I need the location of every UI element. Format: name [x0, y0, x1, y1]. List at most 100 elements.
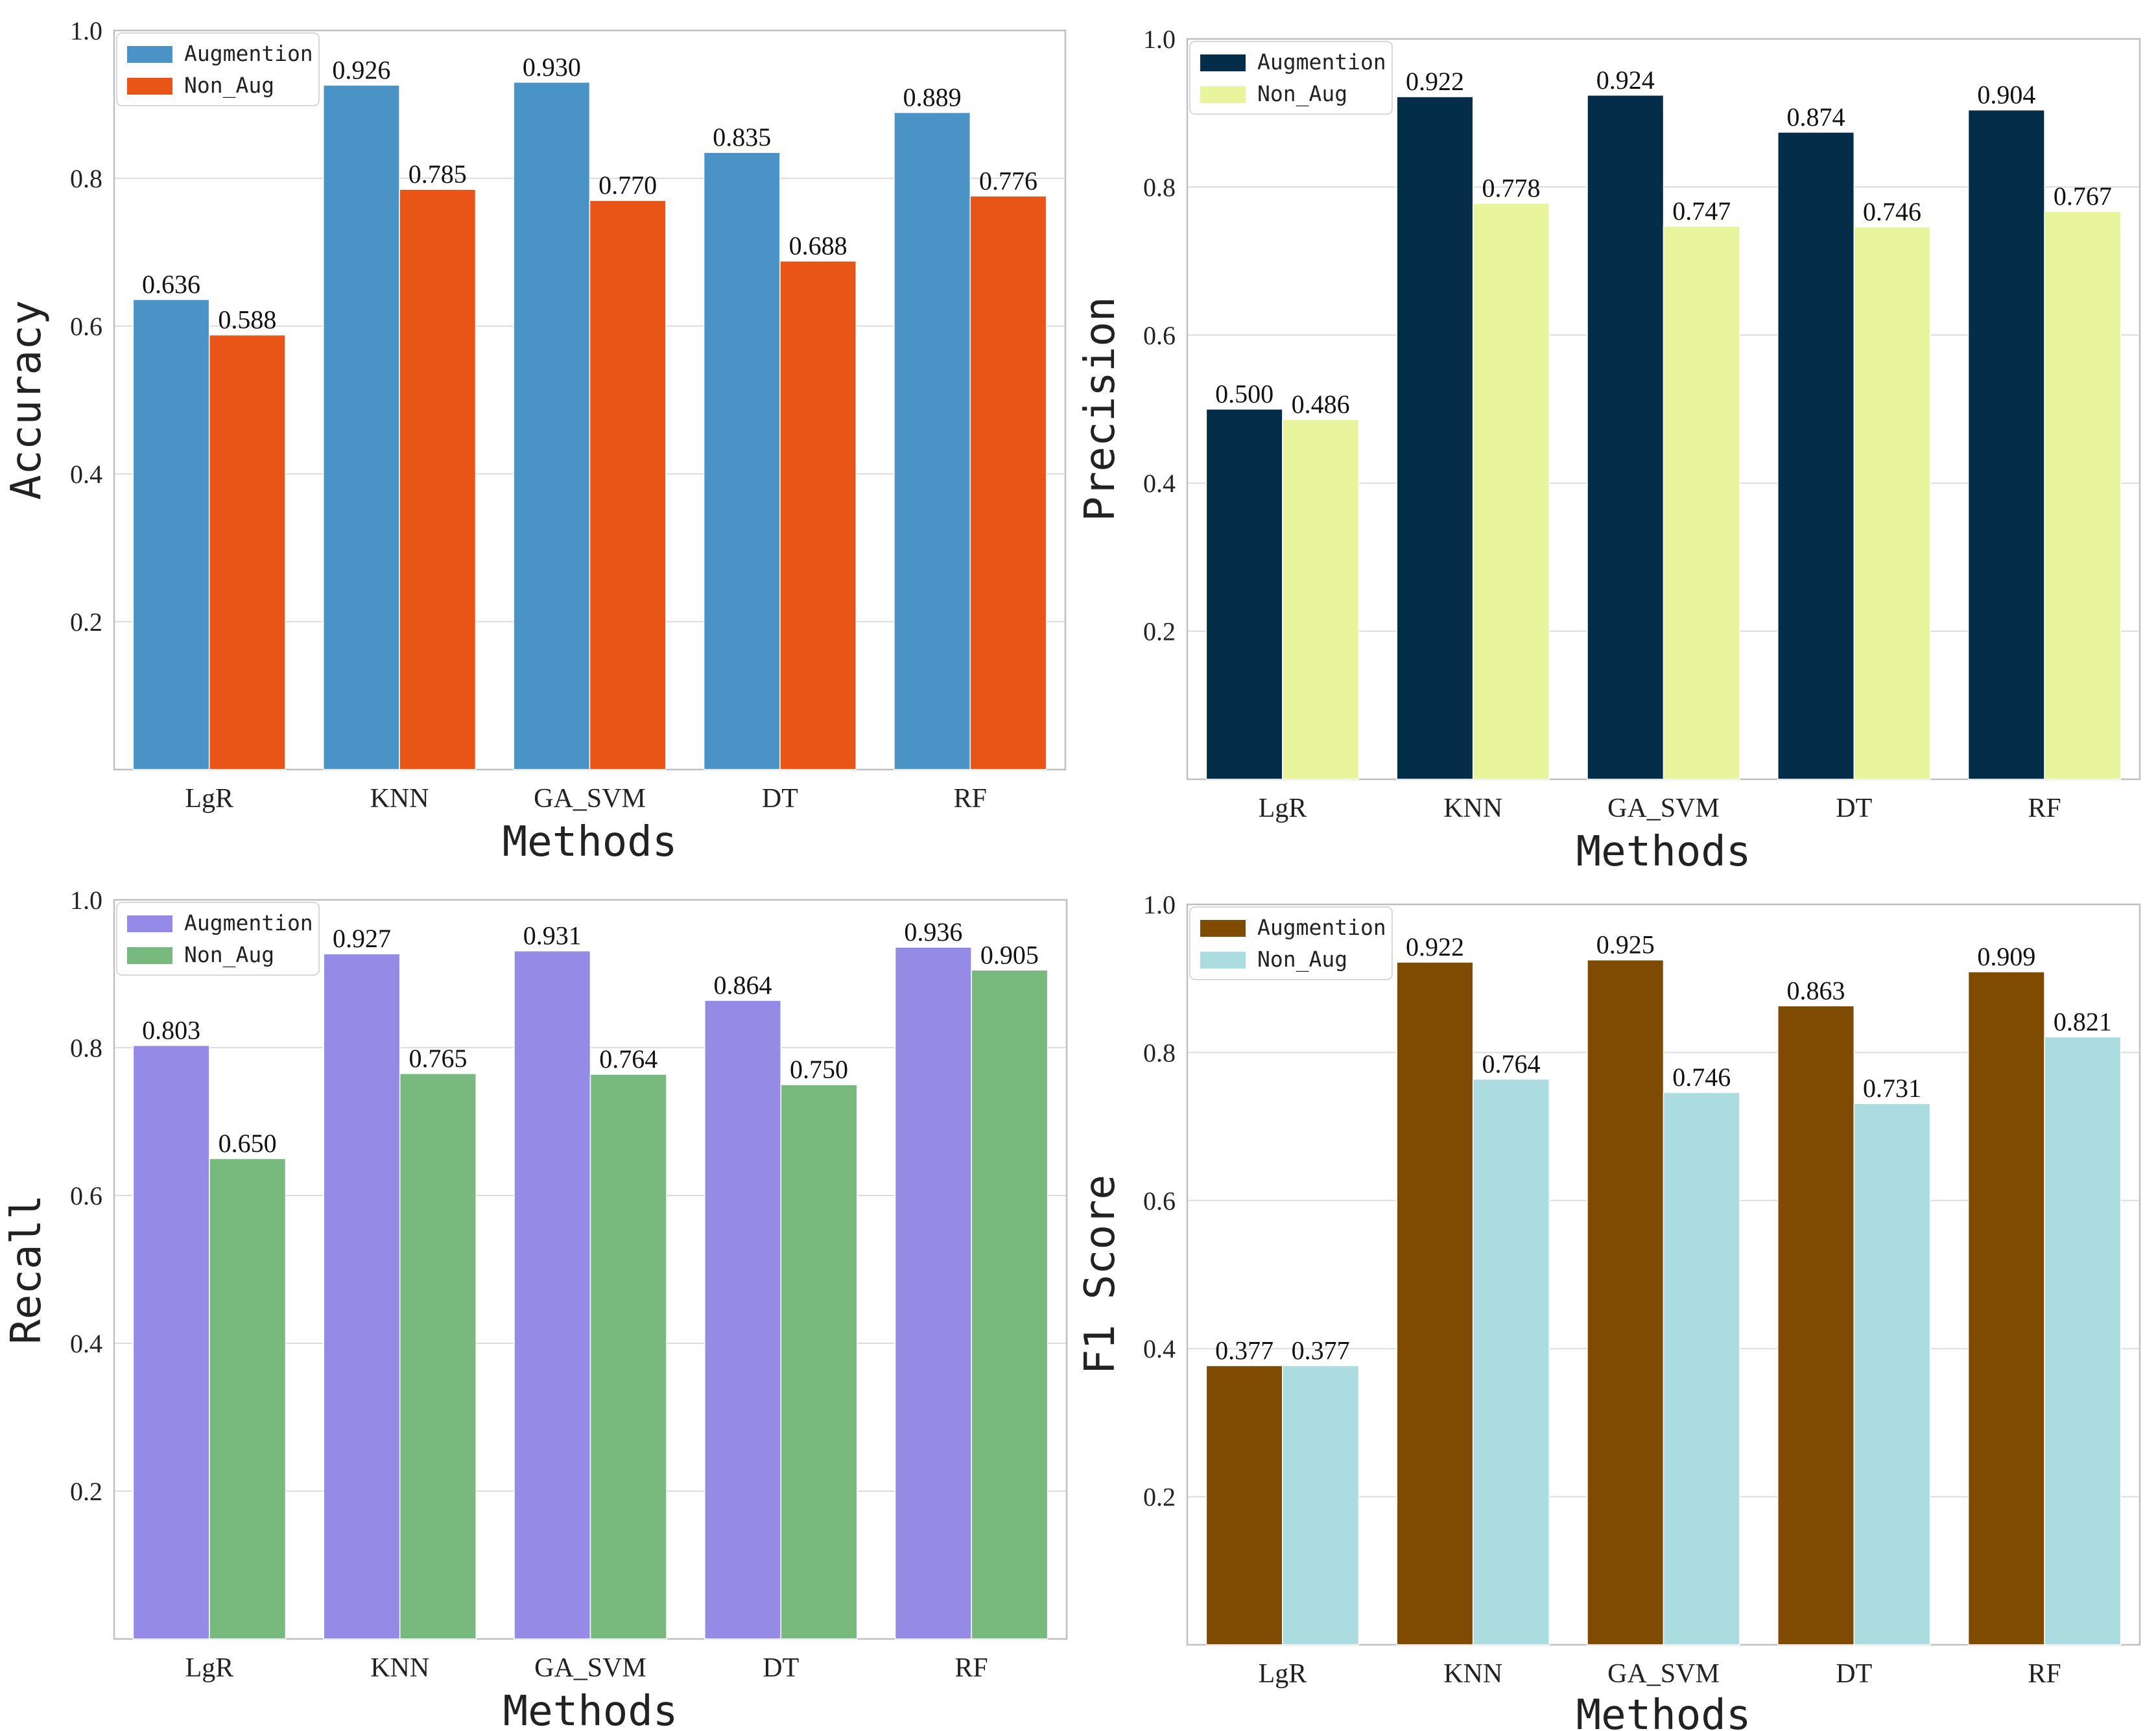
- x-tick-label: DT: [1836, 794, 1872, 823]
- legend-swatch: [127, 78, 172, 95]
- bar-augmention-knn: [322, 84, 400, 770]
- x-tick-label: LgR: [1259, 1659, 1307, 1689]
- value-label: 0.874: [1787, 102, 1845, 132]
- value-label: 0.925: [1596, 930, 1655, 960]
- legend-swatch: [1200, 952, 1246, 969]
- bar-non-aug-dt: [1853, 1103, 1931, 1645]
- bar-non-aug-ga-svm: [1663, 226, 1740, 780]
- x-axis-label: Methods: [1576, 828, 1751, 876]
- y-tick-label: 0.2: [1143, 1483, 1176, 1512]
- bar-augmention-lgr: [1205, 408, 1283, 780]
- y-tick-label: 0.8: [1143, 1038, 1176, 1067]
- value-label: 0.588: [218, 305, 276, 335]
- x-axis-label: Methods: [503, 1688, 678, 1731]
- value-label: 0.636: [142, 270, 200, 299]
- x-tick-label: RF: [2028, 1659, 2061, 1689]
- legend-label: Augmention: [1257, 49, 1386, 75]
- y-axis-label: Accuracy: [3, 300, 51, 500]
- bar-augmention-lgr: [132, 1044, 210, 1640]
- value-label: 0.904: [1977, 80, 2035, 110]
- bar-non-aug-knn: [399, 1073, 477, 1640]
- bar-non-aug-knn: [1472, 202, 1550, 780]
- bar-non-aug-rf: [2044, 1036, 2122, 1645]
- value-label: 0.931: [523, 921, 582, 950]
- x-tick-label: RF: [954, 784, 987, 814]
- value-label: 0.750: [790, 1055, 848, 1084]
- value-label: 0.731: [1863, 1074, 1921, 1103]
- legend-label: Non_Aug: [184, 73, 274, 99]
- value-label: 0.747: [1672, 196, 1731, 226]
- bar-augmention-ga-svm: [513, 82, 591, 770]
- value-label: 0.926: [332, 55, 390, 84]
- value-label: 0.835: [713, 123, 771, 152]
- bar-non-aug-rf: [969, 195, 1047, 770]
- x-tick-label: DT: [1836, 1659, 1872, 1689]
- bar-augmention-dt: [1777, 132, 1855, 780]
- bar-augmention-ga-svm: [1587, 95, 1664, 780]
- x-tick-label: KNN: [1443, 794, 1502, 823]
- bar-non-aug-rf: [2044, 211, 2122, 780]
- value-label: 0.746: [1863, 197, 1921, 226]
- y-tick-label: 1.0: [70, 16, 102, 45]
- legend-label: Augmention: [184, 910, 313, 936]
- value-label: 0.688: [789, 231, 847, 261]
- bar-non-aug-rf: [971, 969, 1048, 1640]
- bar-augmention-ga-svm: [1587, 959, 1664, 1645]
- bar-non-aug-ga-svm: [1663, 1092, 1740, 1645]
- legend-label: Non_Aug: [1257, 947, 1347, 972]
- legend-label: Non_Aug: [1257, 81, 1347, 107]
- value-label: 0.785: [409, 159, 467, 189]
- value-label: 0.821: [2054, 1007, 2112, 1036]
- bar-augmention-knn: [323, 953, 401, 1640]
- bar-augmention-ga-svm: [514, 950, 591, 1640]
- y-tick-label: 0.4: [1143, 469, 1176, 498]
- value-label: 0.770: [598, 171, 657, 200]
- x-tick-label: DT: [763, 1653, 799, 1683]
- y-tick-label: 0.8: [70, 164, 102, 193]
- value-label: 0.764: [599, 1044, 657, 1074]
- bar-augmention-rf: [894, 112, 971, 770]
- y-tick-label: 0.4: [70, 1329, 102, 1358]
- legend-label: Augmention: [1257, 915, 1386, 940]
- legend-label: Non_Aug: [184, 942, 274, 968]
- bar-non-aug-knn: [1472, 1078, 1550, 1645]
- bar-non-aug-ga-svm: [589, 1074, 667, 1640]
- x-axis-label: Methods: [1576, 1691, 1751, 1731]
- value-label: 0.889: [903, 83, 962, 112]
- value-label: 0.765: [409, 1044, 467, 1073]
- chart-1: 0.2 0.4 0.6 0.8 1.0 0.636 0.926 0.930 0.835 0.889…: [3, 16, 1067, 866]
- value-label: 0.909: [1977, 942, 2035, 971]
- x-tick-label: KNN: [370, 784, 429, 814]
- y-tick-label: 0.6: [1143, 1186, 1176, 1216]
- value-label: 0.650: [219, 1129, 277, 1158]
- bar-augmention-rf: [1967, 971, 2045, 1645]
- value-label: 0.930: [523, 53, 581, 82]
- value-label: 0.924: [1596, 65, 1655, 95]
- value-label: 0.486: [1292, 390, 1350, 419]
- y-axis-label: Recall: [3, 1194, 51, 1344]
- legend-swatch: [127, 947, 172, 964]
- bar-augmention-dt: [704, 1000, 782, 1640]
- value-label: 0.922: [1406, 67, 1464, 96]
- y-tick-label: 0.8: [1143, 172, 1176, 202]
- y-tick-label: 0.4: [1143, 1334, 1176, 1363]
- y-tick-label: 0.4: [70, 460, 102, 489]
- bar-augmention-lgr: [132, 299, 210, 770]
- value-label: 0.778: [1482, 174, 1540, 203]
- y-tick-label: 0.2: [1143, 617, 1176, 646]
- x-tick-label: GA_SVM: [534, 784, 646, 814]
- legend-swatch: [127, 46, 172, 63]
- value-label: 0.864: [714, 971, 772, 1000]
- bar-augmention-rf: [894, 947, 972, 1640]
- x-tick-label: RF: [2028, 794, 2061, 823]
- bar-non-aug-lgr: [1282, 1365, 1360, 1645]
- x-tick-label: DT: [762, 784, 798, 814]
- y-axis-label: F1 Score: [1076, 1175, 1124, 1374]
- y-tick-label: 1.0: [1143, 25, 1176, 54]
- value-label: 0.767: [2054, 182, 2112, 211]
- bar-augmention-dt: [703, 152, 781, 770]
- legend-swatch: [1200, 54, 1246, 71]
- value-label: 0.803: [142, 1016, 200, 1045]
- y-tick-label: 0.6: [70, 1181, 102, 1210]
